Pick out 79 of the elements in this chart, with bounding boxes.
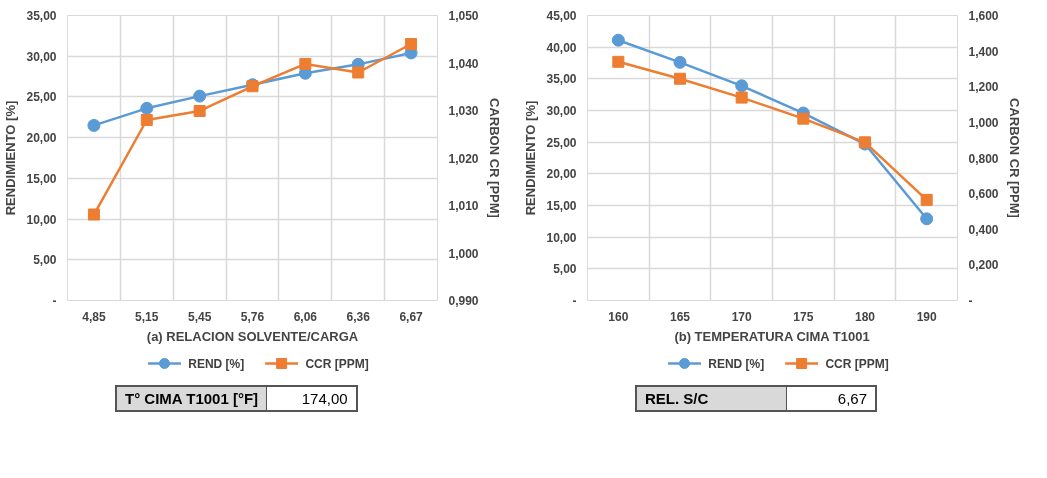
point: [612, 55, 625, 68]
x-tick-label: 180: [854, 309, 876, 324]
point: [797, 112, 810, 125]
point: [140, 114, 153, 126]
y2-tick-label: 1,040: [448, 56, 479, 71]
y-tick-label: 25,00: [26, 90, 57, 105]
x-tick-label: 6,36: [346, 309, 371, 324]
y2-axis-title: CARBON CR [PPM]: [1006, 98, 1022, 218]
y2-tick-label: -: [968, 294, 973, 308]
x-tick-label: 5,45: [187, 309, 212, 324]
point: [674, 72, 686, 85]
point: [405, 38, 418, 50]
point: [352, 66, 365, 79]
y-tick-label: 25,00: [546, 135, 577, 150]
x-tick-label: 6,06: [293, 309, 318, 324]
y-tick-label: 20,00: [26, 131, 57, 146]
y-tick-label: 30,00: [26, 49, 57, 64]
x-tick-label: 175: [793, 309, 814, 324]
point: [611, 33, 625, 47]
y2-tick-label: 0,400: [968, 222, 999, 237]
y-axis-title: RENDIMIENTO [%]: [523, 100, 539, 216]
y2-tick-label: 1,200: [968, 80, 999, 95]
point: [140, 101, 154, 115]
y-tick-label: -: [52, 294, 57, 308]
y2-tick-label: 1,600: [968, 9, 999, 23]
text: REL. S/C: [636, 386, 786, 412]
x-tick-label: 170: [731, 309, 752, 324]
y-tick-label: 10,00: [546, 230, 577, 245]
point: [735, 79, 749, 93]
point: [193, 89, 207, 103]
y-tick-label: 20,00: [546, 167, 577, 182]
point: [299, 57, 312, 70]
y2-tick-label: 1,000: [968, 115, 999, 130]
y-tick-label: 35,00: [546, 72, 577, 87]
y-tick-label: 10,00: [26, 212, 57, 227]
text: 6,67: [786, 386, 876, 412]
y2-axis-title: CARBON CR [PPM]: [486, 98, 502, 218]
legend-label: REND [%]: [708, 356, 765, 371]
y-tick-label: 15,00: [546, 199, 577, 213]
y2-tick-label: 1,010: [448, 199, 479, 213]
y-tick-label: 15,00: [26, 171, 57, 186]
y2-tick-label: 0,200: [968, 258, 999, 273]
y-tick-label: -: [572, 294, 577, 308]
y2-tick-label: 1,030: [448, 104, 479, 118]
x-tick-label: 165: [669, 309, 691, 324]
y2-tick-label: 1,000: [448, 246, 479, 261]
y2-tick-label: 0,600: [968, 187, 999, 202]
x-tick-label: 4,85: [82, 309, 106, 324]
x-tick-label: 5,76: [240, 309, 265, 324]
text: T° CIMA T1001 [°F]: [116, 386, 267, 412]
legend-label: REND [%]: [188, 356, 245, 371]
y2-tick-label: 1,020: [448, 151, 479, 166]
point: [735, 91, 748, 104]
y2-tick-label: 0,800: [968, 151, 999, 166]
x-tick-label: 5,15: [135, 309, 159, 324]
text: 174,00: [266, 386, 357, 412]
x-axis-title: (b) TEMPERATURA CIMA T1001: [674, 328, 870, 344]
y-tick-label: 5,00: [553, 262, 577, 277]
legend-label: CCR [PPM]: [305, 356, 369, 371]
y-tick-label: 30,00: [546, 104, 577, 118]
point: [673, 55, 687, 69]
x-tick-label: 160: [608, 309, 629, 324]
y2-tick-label: 0,990: [448, 294, 479, 308]
point: [920, 212, 934, 226]
y-tick-label: 5,00: [33, 253, 57, 268]
y-axis-title: RENDIMIENTO [%]: [3, 100, 19, 216]
x-axis-title: (a) RELACION SOLVENTE/CARGA: [146, 328, 359, 344]
y-tick-label: 45,00: [546, 9, 577, 23]
point: [920, 193, 933, 206]
y2-tick-label: 1,400: [968, 44, 999, 59]
point: [193, 104, 206, 117]
legend-label: CCR [PPM]: [825, 356, 889, 371]
y2-tick-label: 1,050: [448, 9, 479, 23]
x-tick-label: 190: [916, 309, 937, 324]
point: [87, 208, 100, 221]
y-tick-label: 40,00: [546, 40, 577, 55]
x-tick-label: 6,67: [399, 309, 424, 324]
point: [87, 118, 101, 132]
y-tick-label: 35,00: [26, 9, 57, 23]
